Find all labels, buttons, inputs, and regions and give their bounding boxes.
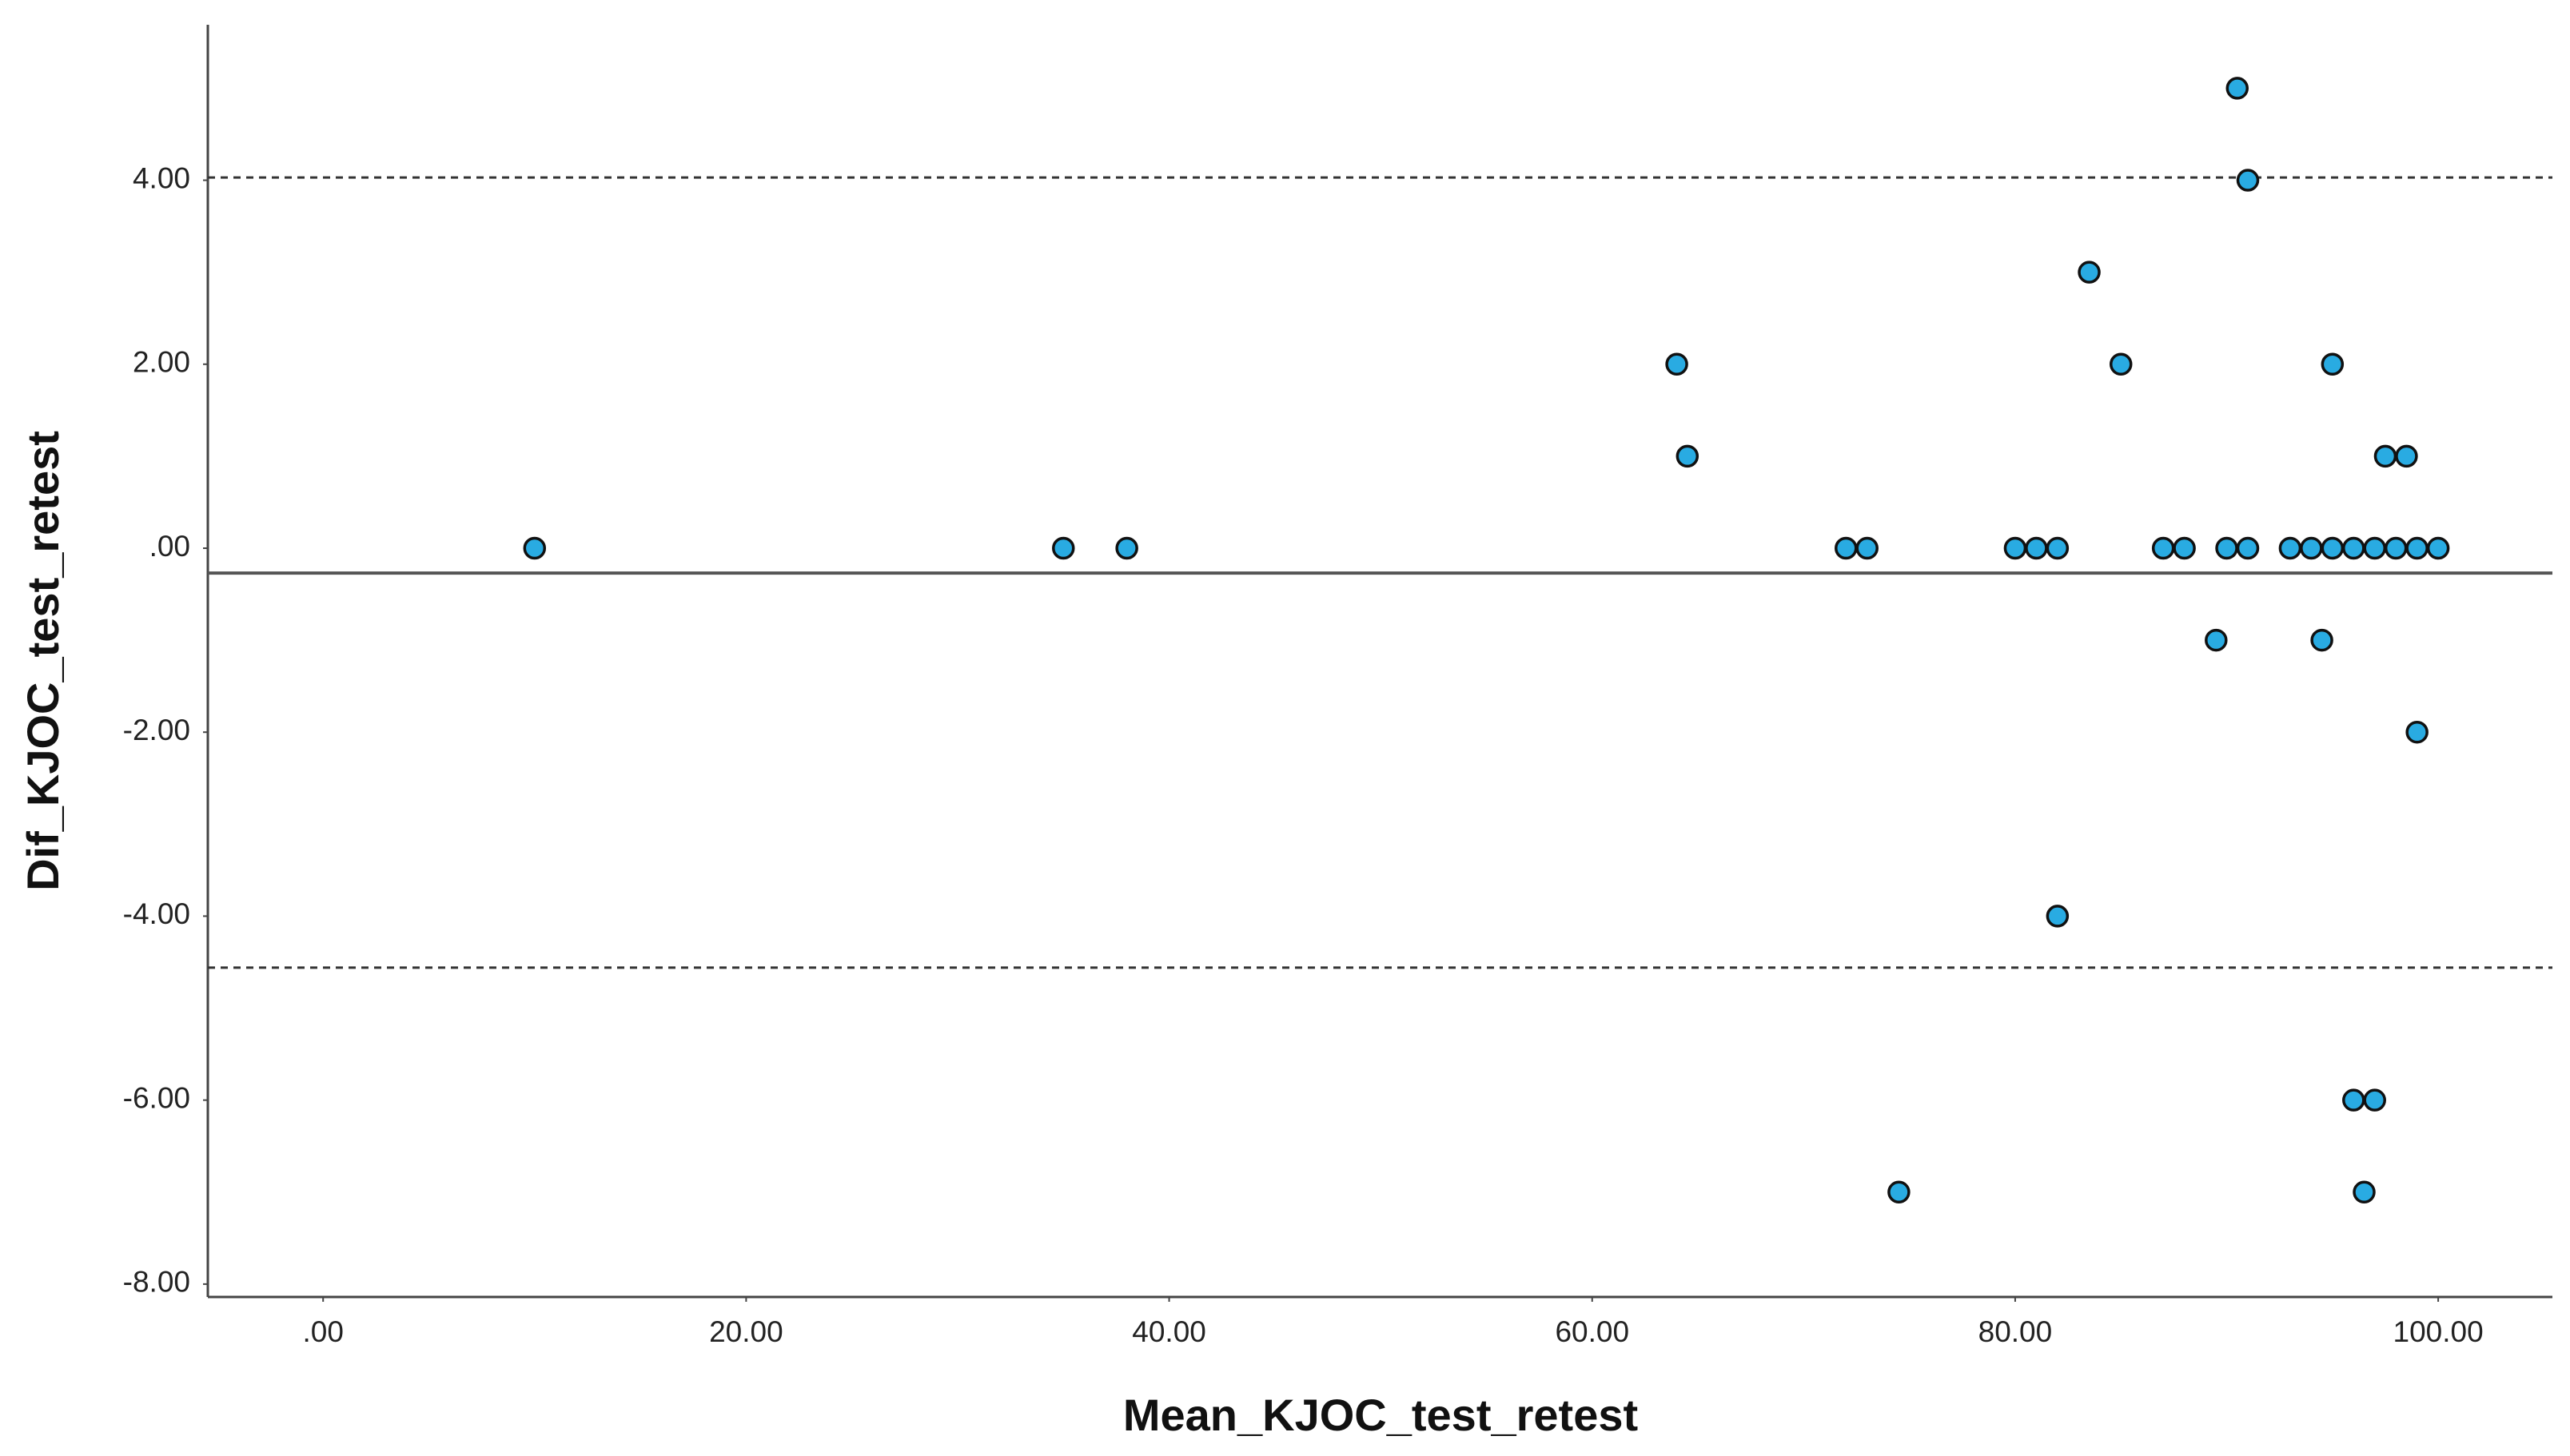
point	[2353, 1180, 2376, 1204]
y-tick-label: -8.00	[123, 1266, 190, 1299]
point	[2310, 628, 2333, 652]
x-tick-label: 80.00	[1978, 1315, 2053, 1348]
point	[2236, 169, 2260, 192]
point	[2395, 444, 2418, 468]
point	[2078, 261, 2101, 284]
point	[1665, 352, 1688, 376]
x-tick-label: 60.00	[1555, 1315, 1629, 1348]
point	[2342, 536, 2365, 560]
point	[2321, 352, 2345, 376]
point	[2215, 536, 2238, 560]
point	[2405, 536, 2429, 560]
x-axis-title: Mean_KJOC_test_retest	[1123, 1390, 1638, 1440]
point	[2046, 905, 2070, 928]
point	[2363, 536, 2386, 560]
point	[2373, 444, 2397, 468]
point	[2321, 536, 2345, 560]
point	[2003, 536, 2027, 560]
point	[2405, 720, 2429, 744]
point	[1855, 536, 1879, 560]
x-tick-label: 20.00	[709, 1315, 783, 1348]
y-tick-label: .00	[149, 530, 190, 563]
point	[2205, 628, 2228, 652]
point	[2109, 352, 2133, 376]
x-tick-label: 40.00	[1132, 1315, 1206, 1348]
y-tick-label: -2.00	[123, 714, 190, 746]
point	[1675, 444, 1699, 468]
y-tick-label: -4.00	[123, 897, 190, 930]
point	[2151, 536, 2175, 560]
point	[2426, 536, 2450, 560]
y-axis-title: Dif_KJOC_test_retest	[18, 431, 68, 891]
point	[1887, 1180, 1911, 1204]
y-tick-label: 4.00	[133, 161, 190, 194]
y-tick-label: 2.00	[133, 346, 190, 379]
point	[523, 536, 547, 560]
x-tick-label: 100.00	[2393, 1315, 2484, 1348]
point	[2342, 1088, 2365, 1112]
point	[2236, 536, 2260, 560]
x-tick-label: .00	[302, 1315, 343, 1348]
point	[2025, 536, 2048, 560]
point	[2046, 536, 2070, 560]
y-tick-label: -6.00	[123, 1081, 190, 1114]
point	[2225, 77, 2249, 100]
point	[2300, 536, 2323, 560]
point	[2363, 1088, 2386, 1112]
point	[2173, 536, 2196, 560]
point	[2384, 536, 2408, 560]
point	[1115, 536, 1138, 560]
point	[1052, 536, 1075, 560]
point	[2278, 536, 2302, 560]
point	[1835, 536, 1858, 560]
